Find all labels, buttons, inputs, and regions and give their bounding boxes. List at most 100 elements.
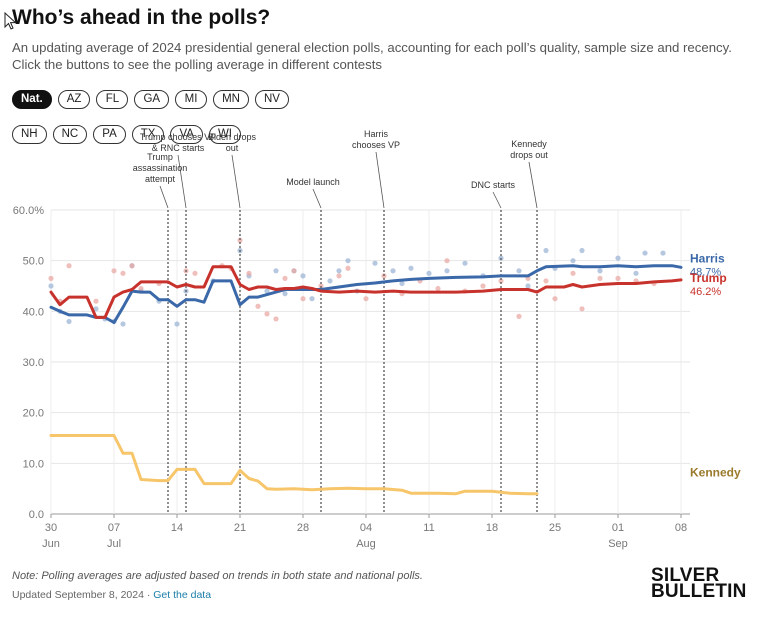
event-label: Biden drops xyxy=(208,132,257,142)
poll-dot xyxy=(516,268,522,274)
event-label: attempt xyxy=(145,174,176,184)
poll-dot xyxy=(282,291,288,297)
series-line-kennedy xyxy=(49,434,539,496)
poll-dot xyxy=(552,296,558,302)
silver-bulletin-logo: SILVER BULLETIN xyxy=(651,565,747,602)
event-label: assassination xyxy=(133,163,188,173)
poll-dot xyxy=(516,313,522,319)
event-label: Harris xyxy=(364,129,388,139)
y-tick-label: 50.0 xyxy=(23,256,44,268)
contest-button-ga[interactable]: GA xyxy=(134,90,170,109)
poll-dot xyxy=(174,321,180,327)
contest-button-az[interactable]: AZ xyxy=(57,90,91,109)
poll-dot xyxy=(93,298,99,304)
event-leader-line xyxy=(312,188,322,209)
event-label: Trump xyxy=(147,152,173,162)
get-data-link[interactable]: Get the data xyxy=(153,589,212,601)
x-tick-label: 04 xyxy=(360,522,372,534)
x-tick-label: 01 xyxy=(612,522,624,534)
logo-line-2: BULLETIN xyxy=(651,581,747,602)
series-name-label: Harris xyxy=(690,251,725,265)
poll-dot xyxy=(579,306,585,312)
contest-button-national[interactable]: Nat. xyxy=(12,90,52,109)
poll-dot xyxy=(120,321,126,327)
poll-dot xyxy=(435,285,441,292)
y-tick-label: 10.0 xyxy=(23,458,44,470)
chart-note: Note: Polling averages are adjusted base… xyxy=(12,570,423,582)
poll-dot xyxy=(390,268,396,274)
poll-dot xyxy=(633,270,639,276)
series-name-label: Kennedy xyxy=(690,466,741,480)
chart-grid xyxy=(50,209,690,518)
contest-button-nh[interactable]: NH xyxy=(12,125,47,144)
poll-dot xyxy=(597,268,603,274)
event-label: Kennedy xyxy=(511,139,547,149)
logo-line-1: SILVER xyxy=(651,565,720,586)
contest-button-wi[interactable]: WI xyxy=(208,125,242,144)
contest-button-mi[interactable]: MI xyxy=(175,90,208,109)
contest-button-mn[interactable]: MN xyxy=(213,90,249,109)
poll-dot xyxy=(327,278,333,284)
series-value-label: 46.2% xyxy=(690,286,721,298)
poll-dot xyxy=(264,288,270,294)
y-tick-label: 30.0 xyxy=(23,357,44,369)
contest-button-nv[interactable]: NV xyxy=(254,90,289,109)
poll-dot xyxy=(462,260,468,266)
event-label: out xyxy=(226,143,239,153)
x-tick-label: 30 xyxy=(45,522,57,534)
contest-button-fl[interactable]: FL xyxy=(96,90,129,109)
x-tick-month-label: Jul xyxy=(107,538,121,550)
poll-dot xyxy=(543,247,549,254)
poll-dot xyxy=(345,265,351,271)
event-label: Trump chooses VP xyxy=(140,132,216,142)
poll-dot xyxy=(129,263,135,269)
contest-buttons-row-1: Nat. AZ FL GA MI MN NV xyxy=(12,90,289,109)
poll-dot xyxy=(615,255,621,261)
poll-dot xyxy=(309,296,315,302)
poll-dot xyxy=(579,247,585,254)
x-tick-label: 08 xyxy=(675,522,687,534)
poll-dot xyxy=(597,275,603,281)
contest-button-va[interactable]: VA xyxy=(170,125,203,144)
poll-dot xyxy=(192,270,198,276)
mouse-cursor-icon xyxy=(4,12,17,30)
poll-dot xyxy=(426,270,432,276)
event-label: chooses VP xyxy=(352,140,400,150)
poll-dot xyxy=(93,306,99,312)
poll-dot xyxy=(264,311,270,317)
poll-dot xyxy=(138,285,144,292)
chart-labels: 0.0 10.0 20.0 30.0 40.0 50.0 60.0% 30 Jun 07 Jul 14… xyxy=(13,129,741,550)
series-value-label: 48.7% xyxy=(690,266,721,278)
poll-dot xyxy=(48,275,54,281)
poll-dot xyxy=(543,278,549,284)
poll-dot xyxy=(336,268,342,274)
poll-dot xyxy=(444,258,450,264)
update-line: Updated September 8, 2024 · Get the data xyxy=(12,589,211,601)
event-label: & RNC starts xyxy=(152,143,205,153)
x-tick-label: 18 xyxy=(486,522,498,534)
poll-dot xyxy=(570,270,576,276)
contest-button-pa[interactable]: PA xyxy=(93,125,126,144)
poll-dot xyxy=(300,273,306,279)
poll-dot xyxy=(273,316,279,322)
event-label: drops out xyxy=(510,150,548,160)
x-tick-month-label: Aug xyxy=(356,538,376,550)
poll-dot xyxy=(336,273,342,279)
y-tick-label: 20.0 xyxy=(23,408,44,420)
x-tick-label: 11 xyxy=(423,522,434,534)
poll-dot xyxy=(237,237,243,243)
poll-dot xyxy=(345,258,351,264)
poll-dot xyxy=(660,250,666,256)
event-leader-line xyxy=(159,185,169,209)
page-subtitle: An updating average of 2024 presidential… xyxy=(12,40,732,72)
poll-dot xyxy=(642,250,648,256)
x-tick-label: 28 xyxy=(297,522,309,534)
poll-dot xyxy=(408,265,414,271)
poll-dot xyxy=(282,275,288,281)
poll-dot xyxy=(498,278,504,284)
poll-dot xyxy=(570,258,576,264)
series-line-harris xyxy=(49,264,683,324)
contest-button-tx[interactable]: TX xyxy=(131,125,165,144)
poll-dot xyxy=(363,296,369,302)
contest-button-nc[interactable]: NC xyxy=(52,125,88,144)
